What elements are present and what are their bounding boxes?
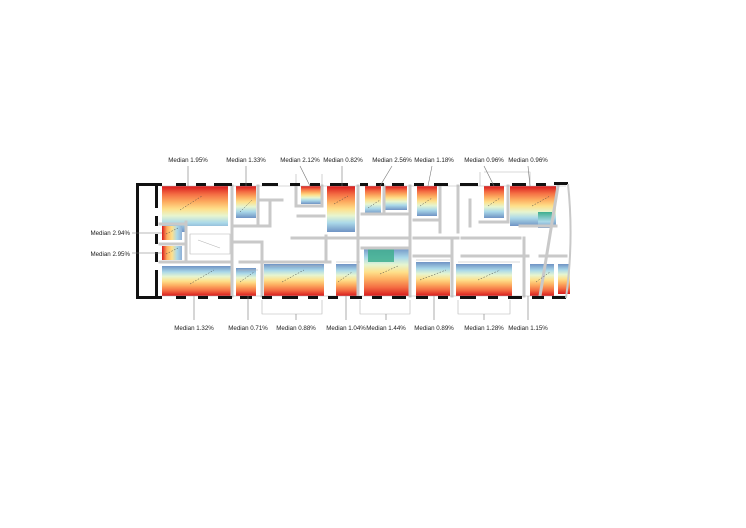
zone-r11 [162,266,232,296]
zone-r16 [416,262,450,296]
labels-top: Median 1.95% Median 1.33% Median 2.12% M… [168,157,548,164]
median-label-r9: Median 2.94% [90,230,130,237]
heatmap-zones-bottom [162,248,570,296]
median-label-r4: Median 0.82% [323,157,363,164]
zone-r9 [162,226,182,240]
zone-r4 [327,186,355,232]
median-label-r11: Median 1.32% [174,325,214,332]
heatmap-zones-left [162,226,182,260]
measurement-traces [165,195,551,285]
zone-r12 [236,268,256,296]
zone-r10 [162,246,182,260]
median-label-r2: Median 1.33% [226,157,266,164]
median-label-r3: Median 2.12% [280,157,320,164]
median-label-r14: Median 1.04% [326,325,366,332]
median-label-r13: Median 0.88% [276,325,316,332]
zone-r6 [417,186,437,216]
zone-r14 [336,264,358,296]
median-label-r18: Median 1.15% [508,325,548,332]
median-label-r17: Median 1.28% [464,325,504,332]
partition-walls [158,184,568,298]
median-label-r10: Median 2.95% [90,251,130,258]
median-label-r5: Median 2.56% [372,157,412,164]
zone-r3 [301,186,321,204]
zone-r5 [365,186,381,214]
corridor-fill [186,200,564,260]
median-label-r7: Median 0.96% [464,157,504,164]
median-label-r1: Median 1.95% [168,157,208,164]
zone-r17 [456,264,512,296]
zone-teal [538,212,552,228]
median-label-r15: Median 1.44% [366,325,406,332]
labels-bottom: Median 1.32% Median 0.71% Median 0.88% M… [174,325,548,332]
zone-r2 [236,186,256,218]
median-label-r12: Median 0.71% [228,325,268,332]
zone-r5b [385,186,407,210]
median-label-r6: Median 1.18% [414,157,454,164]
median-label-r8: Median 0.96% [508,157,548,164]
zone-r13 [264,264,324,296]
zone-r15-teal [368,248,394,262]
median-label-r16: Median 0.89% [414,325,454,332]
labels-left: Median 2.94% Median 2.95% [90,230,130,258]
right-edge-curve [565,183,572,299]
heatmap-zones-top [162,186,556,232]
leader-lines [132,165,531,320]
